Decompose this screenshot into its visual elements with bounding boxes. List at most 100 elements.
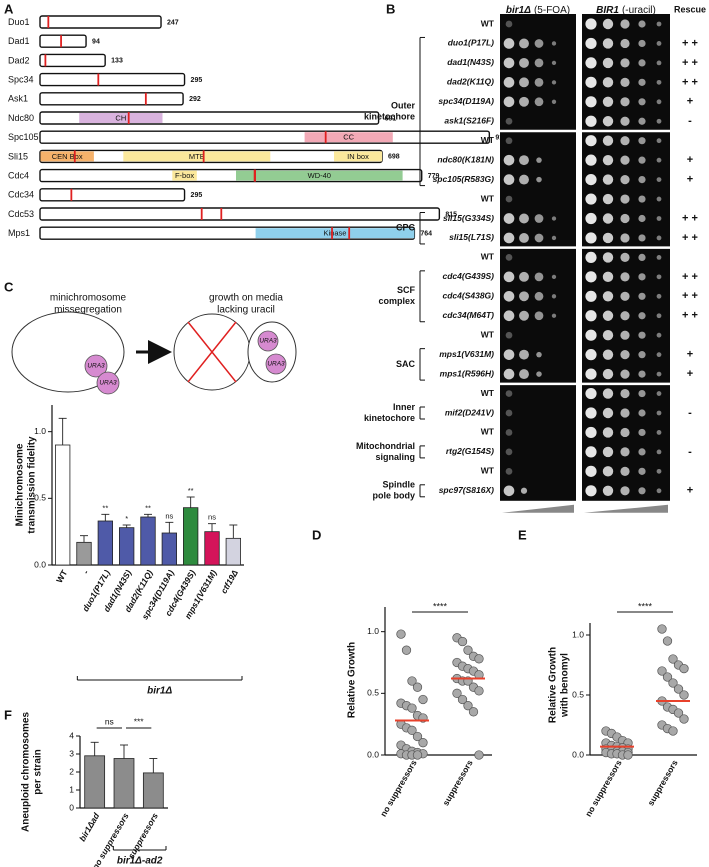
colony (638, 59, 646, 67)
data-point (474, 654, 484, 664)
colony (534, 233, 544, 243)
colony (620, 175, 630, 185)
data-point (407, 676, 417, 686)
significance: ns (165, 511, 173, 520)
protein-bar (39, 188, 186, 202)
length-label: 295 (191, 192, 203, 199)
colony (638, 137, 646, 145)
colony (503, 349, 515, 360)
colony (620, 116, 630, 126)
colony (656, 41, 662, 46)
strain-label: duo1(P17L) (448, 38, 494, 48)
header-condition: (5-FOA) (534, 5, 570, 16)
colony (536, 176, 542, 183)
strain-label: WT (481, 329, 495, 339)
group-label: Mitochondrial (356, 441, 415, 451)
colony (602, 368, 614, 380)
colony (519, 233, 529, 243)
colony (656, 235, 662, 241)
protein-name: Ndc80 (8, 113, 34, 123)
data-point (407, 725, 417, 735)
significance: ** (102, 503, 108, 512)
group-label: SAC (396, 359, 416, 369)
colony (602, 213, 614, 224)
rescue-mark: + + (682, 271, 698, 283)
colony (551, 216, 557, 221)
colony (551, 41, 557, 46)
colony (620, 155, 630, 165)
colony (585, 446, 597, 458)
protein-name: Cdc4 (8, 170, 29, 180)
y-axis-label: Relative Growth (347, 642, 358, 718)
colony (503, 38, 515, 49)
colony (638, 331, 646, 339)
colony (620, 38, 630, 49)
protein-bar (39, 130, 491, 144)
rescue-mark: + (687, 154, 693, 166)
strain-label: WT (481, 252, 495, 262)
colony (585, 407, 597, 419)
strain-label: cdc4(G439S) (443, 271, 495, 281)
colony (602, 193, 614, 205)
colony (585, 387, 597, 400)
colony (656, 21, 662, 27)
colony (656, 79, 662, 85)
group-label: kinetochore (364, 111, 415, 121)
colony (534, 311, 544, 321)
colony (503, 77, 515, 88)
colony (536, 157, 542, 163)
y-tick-label: 0.0 (572, 749, 584, 759)
header-strain: BIR1 (596, 5, 619, 16)
y-axis-label: Minichromosome (15, 443, 26, 526)
plasmid (265, 353, 287, 375)
colony (638, 487, 646, 495)
rescue-mark: + + (682, 212, 698, 224)
data-point (396, 629, 406, 639)
domain-label: IN box (347, 152, 369, 161)
y-axis-label: per strain (33, 749, 44, 795)
colony (602, 154, 614, 166)
group-label: Spindle (382, 480, 415, 490)
strain-label: sli15(L71S) (449, 232, 494, 242)
caption: growth on media (209, 293, 283, 304)
colony (534, 97, 544, 107)
protein-bar (39, 92, 184, 106)
colony (638, 176, 646, 184)
protein-bar (39, 72, 186, 87)
protein-name: Spc105 (8, 132, 39, 142)
colony (620, 350, 630, 360)
protein-name: Spc34 (8, 74, 34, 84)
colony (656, 391, 662, 396)
significance: ** (188, 486, 194, 495)
colony (505, 195, 513, 203)
colony (656, 196, 662, 202)
colony (638, 448, 646, 456)
colony (585, 76, 597, 88)
colony (505, 409, 513, 417)
data-point (679, 714, 689, 724)
rescue-mark: + (687, 174, 693, 186)
colony (505, 448, 513, 456)
x-tick-label: no suppressors (583, 758, 624, 818)
colony (638, 370, 646, 378)
colony (656, 488, 662, 494)
colony (534, 58, 544, 68)
group-label: bir1Δ-ad2 (117, 856, 163, 867)
protein-name: Ask1 (8, 94, 28, 104)
data-point (662, 672, 673, 682)
colony (620, 330, 630, 340)
colony (638, 273, 646, 281)
colony (585, 57, 597, 69)
bar (55, 444, 71, 566)
colony (503, 154, 515, 166)
colony (503, 96, 515, 108)
rescue-mark: - (688, 407, 692, 419)
colony (602, 57, 614, 69)
protein-bar (39, 34, 87, 48)
strain-label: WT (481, 193, 495, 203)
group-label: pole body (373, 491, 416, 501)
protein-name: Dad1 (8, 36, 30, 46)
colony (534, 77, 544, 87)
caption: missegregation (54, 305, 122, 316)
length-label: 698 (388, 154, 400, 161)
